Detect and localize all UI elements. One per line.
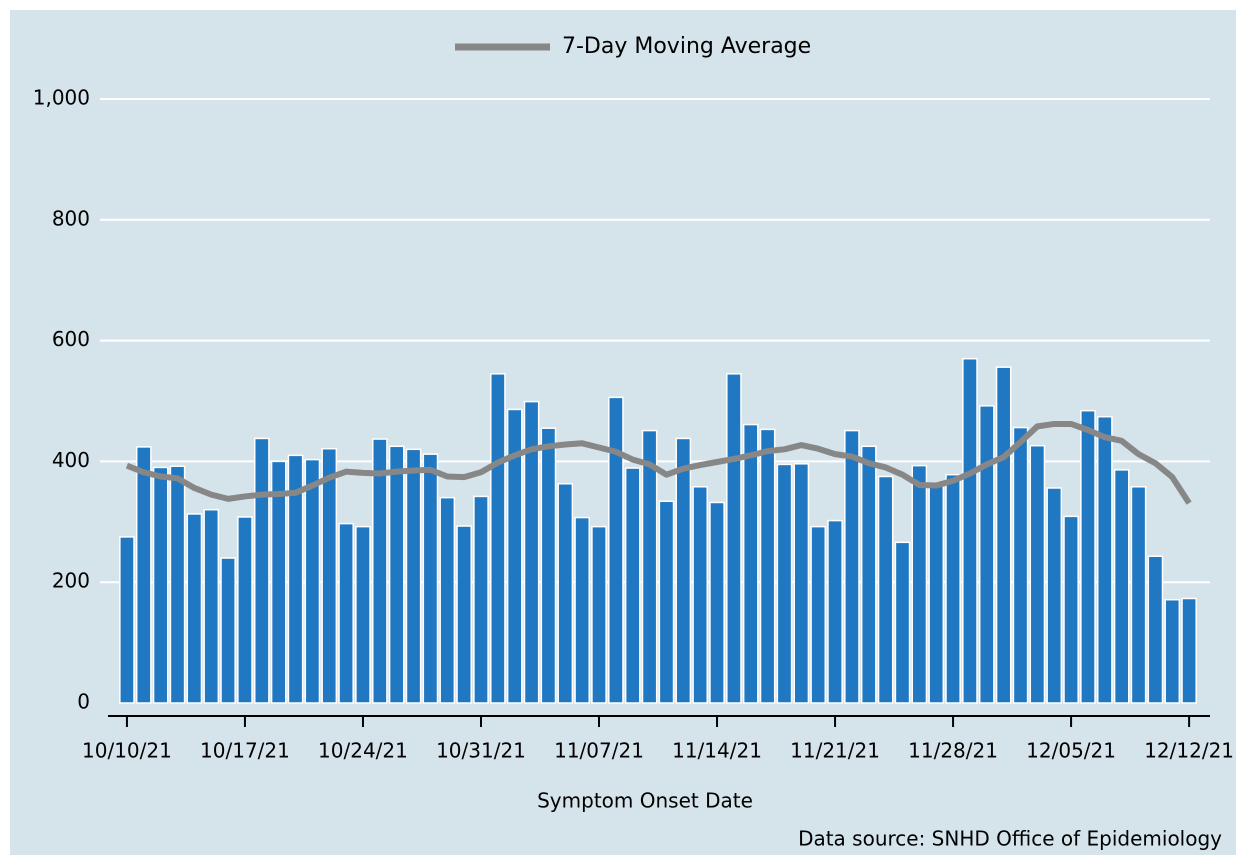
bar <box>1164 598 1181 704</box>
bar <box>1046 487 1063 704</box>
x-tick-label: 10/17/21 <box>200 739 290 763</box>
bar <box>253 437 270 704</box>
bar <box>135 446 152 704</box>
x-tick-label: 12/12/21 <box>1144 739 1234 763</box>
x-tick-label: 10/31/21 <box>436 739 526 763</box>
bar <box>1063 515 1079 704</box>
bar <box>338 522 354 704</box>
bar <box>169 465 186 704</box>
bar <box>371 438 388 704</box>
x-tick-label: 12/05/21 <box>1026 739 1116 763</box>
bar <box>355 525 371 704</box>
bar <box>321 447 338 704</box>
bar <box>877 475 894 704</box>
bar <box>608 396 624 704</box>
bar <box>388 445 405 704</box>
bar <box>1130 486 1147 704</box>
moving-average-line <box>125 420 1192 505</box>
bar <box>557 482 574 704</box>
y-tick-label: 400 <box>52 448 90 472</box>
bar <box>675 437 692 704</box>
bar <box>422 453 439 704</box>
bar <box>742 423 759 704</box>
bar <box>506 408 523 704</box>
bar <box>1181 597 1197 704</box>
bar <box>759 428 776 704</box>
bar <box>1147 555 1164 704</box>
bar <box>1012 426 1029 704</box>
bar <box>540 427 557 704</box>
bar <box>220 557 236 704</box>
bar <box>894 541 911 704</box>
bar <box>456 525 472 704</box>
bar <box>962 357 978 704</box>
bar <box>911 464 928 704</box>
bar <box>860 445 877 704</box>
source-note: Data source: SNHD Office of Epidemiology <box>798 827 1222 851</box>
bar <box>523 400 540 704</box>
bar <box>1113 469 1130 704</box>
bar <box>405 448 422 704</box>
bar <box>186 513 203 704</box>
bar <box>304 458 321 704</box>
x-axis-title: Symptom Onset Date <box>537 789 753 813</box>
bar <box>574 516 590 704</box>
x-tick-label: 11/07/21 <box>554 739 644 763</box>
x-tick-label: 10/10/21 <box>82 739 172 763</box>
bar <box>287 454 304 704</box>
y-tick-label: 200 <box>52 569 90 593</box>
bar <box>726 373 742 704</box>
y-tick-label: 600 <box>52 327 90 351</box>
bar <box>844 429 860 704</box>
bar <box>490 373 506 704</box>
legend-label: 7-Day Moving Average <box>562 34 811 59</box>
x-tick-label: 11/21/21 <box>790 739 880 763</box>
bar <box>810 525 827 704</box>
bar <box>658 500 675 704</box>
bar <box>203 508 220 704</box>
bar <box>793 463 810 704</box>
bar <box>1029 444 1046 704</box>
bar <box>709 501 725 704</box>
bar <box>945 473 961 704</box>
x-tick-label: 10/24/21 <box>318 739 408 763</box>
bar <box>641 429 658 704</box>
y-tick-label: 1,000 <box>33 86 90 110</box>
y-tick-label: 0 <box>77 690 90 714</box>
bar <box>119 536 135 704</box>
bar <box>624 467 641 704</box>
bar <box>928 484 945 704</box>
bar <box>995 366 1012 704</box>
bar <box>1096 415 1113 704</box>
bar <box>591 525 607 704</box>
x-tick-label: 11/14/21 <box>672 739 762 763</box>
x-tick-label: 11/28/21 <box>908 739 998 763</box>
y-tick-label: 800 <box>52 206 90 230</box>
bar <box>776 463 793 704</box>
bar <box>237 516 253 704</box>
bar <box>827 519 843 704</box>
bar <box>270 460 287 704</box>
bar <box>692 486 709 704</box>
bar <box>1080 409 1096 704</box>
bar <box>152 466 169 704</box>
bar <box>439 496 456 704</box>
bar <box>978 405 995 704</box>
bar <box>473 495 489 704</box>
